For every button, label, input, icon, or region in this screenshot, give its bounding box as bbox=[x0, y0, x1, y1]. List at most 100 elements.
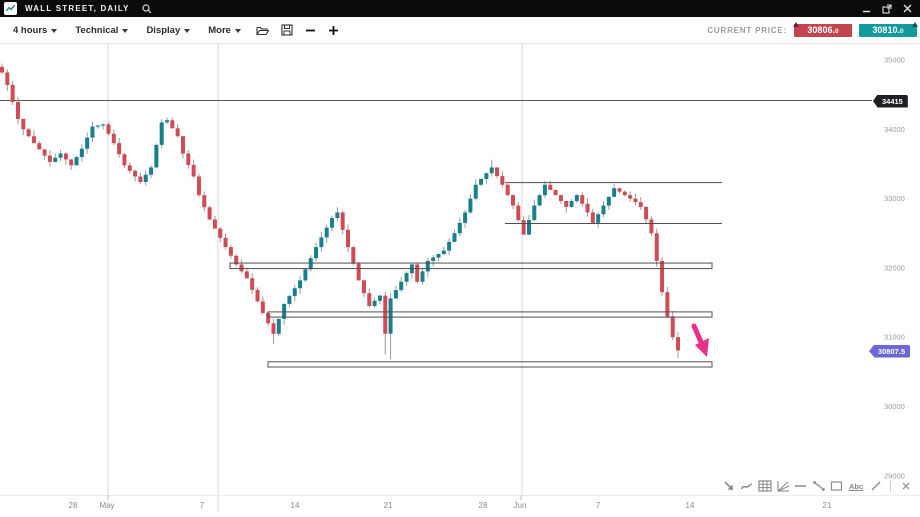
curve-tool[interactable] bbox=[739, 478, 754, 494]
candle-body bbox=[244, 271, 249, 279]
candle-body bbox=[180, 136, 185, 154]
x-axis-label: Jun bbox=[514, 501, 527, 510]
close-button[interactable] bbox=[903, 4, 912, 13]
candle-body bbox=[31, 136, 36, 144]
candle-body bbox=[526, 220, 531, 235]
down-arrow-annotation[interactable] bbox=[691, 323, 704, 345]
candle-body bbox=[660, 260, 665, 293]
text-tool[interactable]: Abc bbox=[849, 481, 864, 491]
candle-body bbox=[47, 155, 52, 162]
candle-body bbox=[532, 205, 537, 221]
close-drawing-toolbar-button[interactable] bbox=[898, 478, 913, 494]
x-axis-label: 7 bbox=[200, 501, 205, 510]
candle-body bbox=[5, 72, 10, 85]
candle-body bbox=[308, 258, 313, 270]
popout-button[interactable] bbox=[882, 3, 892, 14]
drawing-toolbar: Abc bbox=[721, 478, 913, 494]
candle-body bbox=[101, 124, 106, 126]
candle-body bbox=[154, 144, 159, 168]
line-tool[interactable] bbox=[868, 478, 883, 494]
fibonacci-grid-tool[interactable] bbox=[757, 478, 772, 494]
candle-body bbox=[303, 269, 308, 281]
candle-body bbox=[468, 198, 473, 213]
price-chart[interactable]: 35000 34000 33000 32000 31000 30000 29000 28 May… bbox=[0, 44, 920, 517]
candle-body bbox=[202, 195, 207, 208]
candle-body bbox=[415, 264, 420, 282]
candle-body bbox=[436, 254, 441, 258]
candle-body bbox=[521, 220, 526, 235]
candle-body bbox=[21, 118, 26, 130]
candle-body bbox=[505, 184, 510, 196]
candle-body bbox=[228, 247, 233, 256]
rectangle-annotation[interactable] bbox=[267, 311, 713, 318]
interval-dropdown[interactable]: 4 hours bbox=[4, 17, 66, 43]
rectangle-annotation[interactable] bbox=[267, 361, 713, 368]
candle-body bbox=[404, 273, 409, 282]
candle-body bbox=[276, 318, 281, 334]
candle-body bbox=[212, 219, 217, 229]
candle-body bbox=[351, 247, 356, 264]
candle-body bbox=[548, 184, 553, 190]
candle-body bbox=[234, 255, 239, 265]
candle-body bbox=[420, 271, 425, 282]
candle-body bbox=[111, 133, 116, 144]
candle-body bbox=[452, 233, 457, 242]
save-button[interactable] bbox=[275, 24, 299, 36]
sell-price-decimal: 0 bbox=[834, 28, 839, 35]
candle-body bbox=[117, 143, 122, 155]
y-axis-label: 34000 bbox=[884, 125, 905, 134]
candle-body bbox=[186, 153, 191, 165]
candle-body bbox=[314, 247, 319, 259]
chart-toolbar: 4 hours Technical Display More CURRENT bbox=[0, 17, 920, 44]
rectangle-tool[interactable] bbox=[829, 478, 844, 494]
candle-body bbox=[122, 154, 127, 166]
candle-body bbox=[670, 316, 675, 338]
rectangle-annotation[interactable] bbox=[229, 262, 713, 270]
candle-body bbox=[463, 212, 468, 223]
arrow-annotation-tool[interactable] bbox=[721, 478, 736, 494]
x-axis-label: 7 bbox=[596, 501, 601, 510]
candle-body bbox=[15, 101, 20, 119]
x-axis-label: 28 bbox=[479, 501, 488, 510]
candle-body bbox=[388, 298, 393, 334]
candle-body bbox=[500, 176, 505, 185]
y-axis-label: 30000 bbox=[884, 402, 905, 411]
candle-body bbox=[633, 198, 638, 203]
trendline-tool[interactable] bbox=[811, 478, 826, 494]
candle-body bbox=[149, 167, 154, 175]
sell-price-button[interactable]: 30806. 0 bbox=[793, 21, 852, 37]
candle-body bbox=[53, 157, 58, 162]
buy-price-value: 30810. bbox=[872, 25, 900, 35]
candle-body bbox=[260, 301, 265, 313]
technical-dropdown[interactable]: Technical bbox=[66, 17, 137, 43]
candle-body bbox=[292, 288, 297, 297]
buy-price-button[interactable]: 30810. 0 bbox=[859, 21, 918, 37]
display-dropdown[interactable]: Display bbox=[137, 17, 199, 43]
display-dropdown-label: Display bbox=[146, 24, 181, 36]
candle-body bbox=[601, 205, 606, 215]
candle-body bbox=[340, 212, 345, 230]
candle-body bbox=[324, 227, 329, 238]
more-dropdown[interactable]: More bbox=[199, 17, 250, 43]
minimize-button[interactable] bbox=[862, 4, 871, 13]
x-axis-label: 28 bbox=[69, 501, 78, 510]
candle-body bbox=[654, 233, 659, 261]
candle-body bbox=[569, 201, 574, 207]
zoom-in-button[interactable] bbox=[322, 25, 345, 36]
candle-body bbox=[457, 222, 462, 234]
candle-body bbox=[37, 143, 42, 150]
zoom-out-button[interactable] bbox=[299, 25, 322, 36]
open-folder-button[interactable] bbox=[250, 25, 275, 36]
candle-body bbox=[250, 278, 255, 290]
titlebar: WALL STREET, DAILY bbox=[0, 0, 920, 17]
horizontal-line-tool[interactable] bbox=[793, 478, 808, 494]
candle-body bbox=[133, 170, 138, 177]
fan-lines-tool[interactable] bbox=[775, 478, 790, 494]
candle-body bbox=[361, 280, 366, 294]
candle-body bbox=[191, 164, 196, 177]
candle-body bbox=[431, 257, 436, 261]
candle-body bbox=[393, 290, 398, 299]
down-arrow-annotation-head[interactable] bbox=[695, 338, 709, 357]
search-icon[interactable] bbox=[142, 3, 152, 14]
candle-body bbox=[511, 195, 516, 206]
